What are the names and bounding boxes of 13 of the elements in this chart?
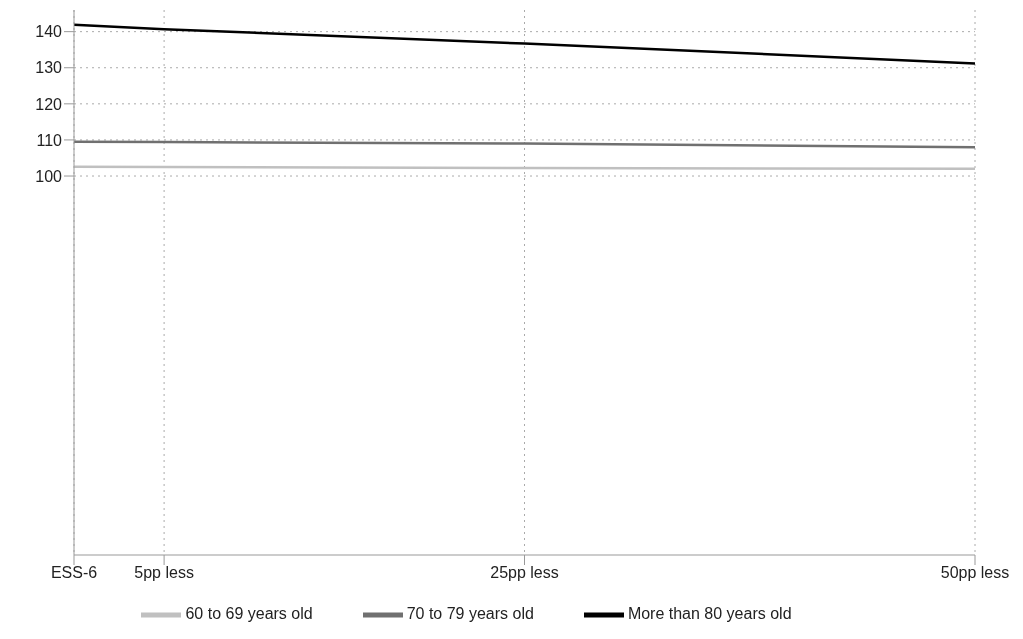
x-tick-label: 50pp less <box>940 564 1010 582</box>
x-tick-label: ESS-6 <box>50 564 98 582</box>
line-series <box>74 23 975 65</box>
legend-label: 70 to 79 years old <box>406 605 534 623</box>
y-tick-label: 120 <box>35 95 63 113</box>
x-tick-label: 5pp less <box>134 564 194 582</box>
y-tick-label: 130 <box>35 59 63 77</box>
y-tick-label: 100 <box>35 167 63 185</box>
x-tick-label: 25pp less <box>490 564 559 582</box>
legend-label: More than 80 years old <box>627 605 792 623</box>
legend-label: 60 to 69 years old <box>185 605 313 623</box>
y-tick-label: 140 <box>35 23 63 41</box>
y-tick-label: 110 <box>36 131 63 149</box>
